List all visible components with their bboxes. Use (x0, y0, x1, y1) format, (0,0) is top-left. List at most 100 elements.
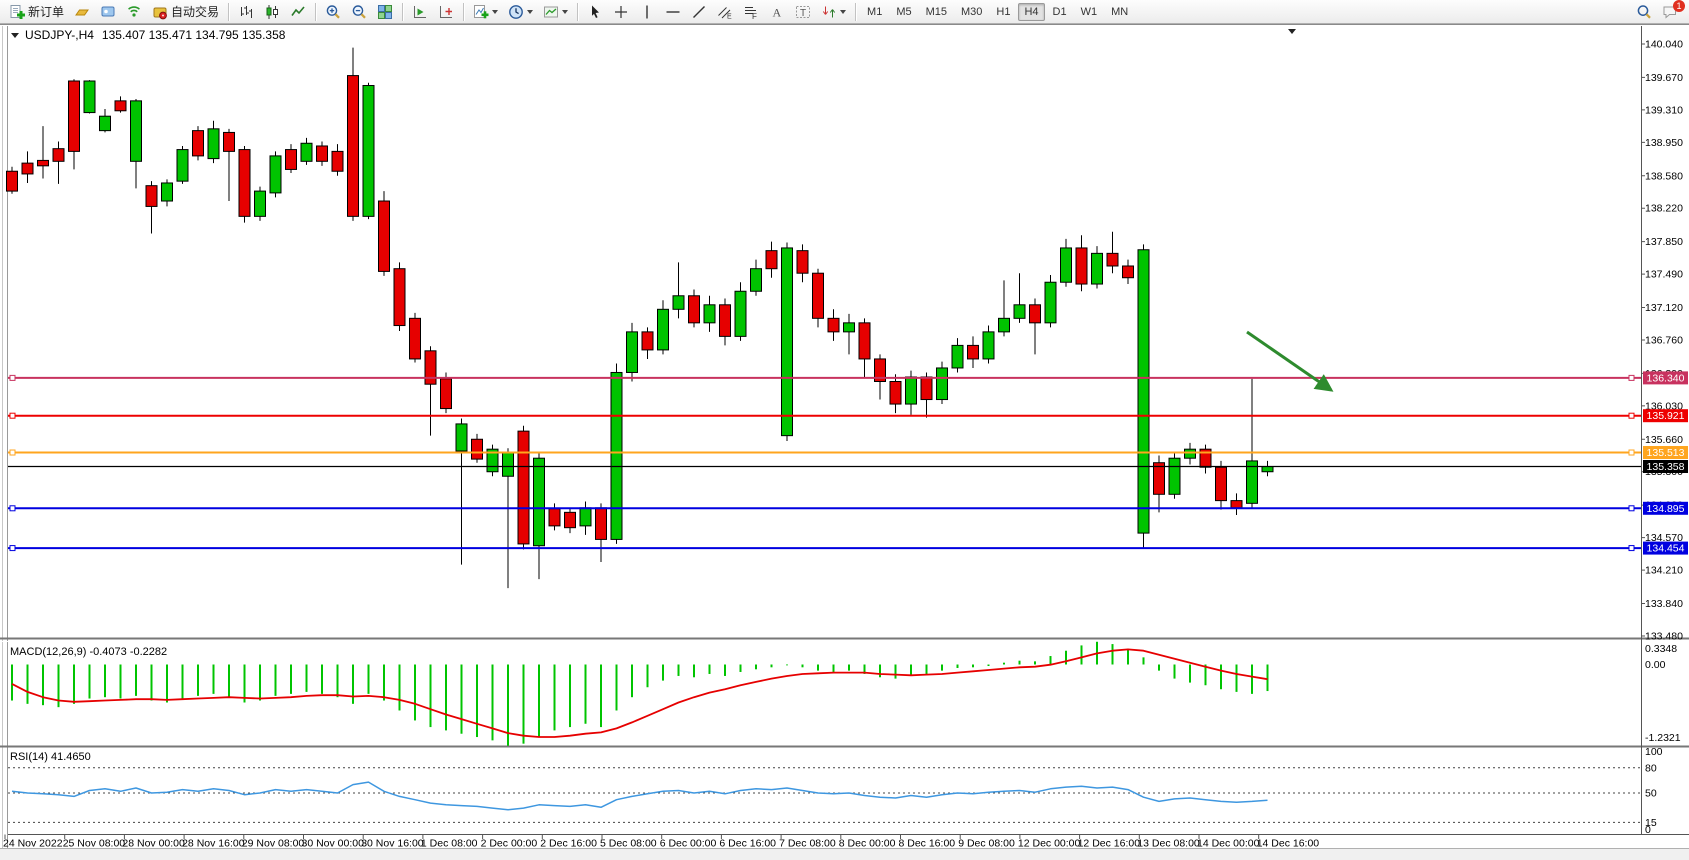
timeframe-M30-button[interactable]: M30 (961, 5, 983, 18)
price-axis[interactable]: 140.040 139.670 139.310 138.950 138.580 138.2… (1641, 39, 1683, 643)
candle-body-bear (192, 130, 204, 157)
chart-symbol-period: USDJPY-,H4 (25, 28, 94, 42)
toolbar-periods-button[interactable] (504, 1, 537, 23)
toolbar-tile-windows-button[interactable] (373, 1, 397, 23)
toolbar-zoom-in-button[interactable] (321, 1, 345, 23)
hline-anchor-right[interactable] (1628, 374, 1635, 381)
hline-price-label: 135.921 (1647, 410, 1685, 422)
arrow-annotation[interactable] (1246, 330, 1334, 392)
toolbar-auto-scroll-button[interactable] (408, 1, 432, 23)
timeframe-W1-button[interactable]: W1 (1080, 5, 1098, 18)
candle-body-bull (734, 290, 747, 337)
price-tick-label: 136.760 (1645, 334, 1683, 346)
candle-body-bull (579, 507, 592, 527)
toolbar-zoom-out-button[interactable] (347, 1, 371, 23)
toolbar-templates-button[interactable] (539, 1, 572, 23)
candle-body-bull (1137, 249, 1150, 534)
bid-price-label: 135.358 (1647, 461, 1685, 473)
hline-anchor-left[interactable] (9, 505, 16, 512)
candle-body-bear (1215, 466, 1227, 502)
status-bar (0, 848, 1689, 860)
candle-body-bull (905, 376, 917, 405)
horizontal-line-icon (665, 4, 681, 20)
new-order-label: 新订单 (28, 5, 65, 19)
price-tick-label: 138.950 (1645, 137, 1683, 149)
time-tick-label: 12 Dec 00:00 (1018, 838, 1081, 850)
chart-ohlc-values: 135.407 135.471 134.795 135.358 (101, 28, 286, 42)
toolbar-new-order-button[interactable]: 新订单 (5, 1, 68, 23)
bar-chart-icon (238, 4, 254, 20)
chart-title-bar[interactable]: USDJPY-,H4 135.407 135.471 134.795 135.3… (8, 28, 289, 42)
candle-body-bear (68, 80, 80, 152)
crosshair-icon (613, 4, 629, 20)
hline-anchor-left[interactable] (9, 545, 16, 552)
toolbar-text-button[interactable]: A (765, 1, 789, 23)
toolbar-horizontal-line-button[interactable] (661, 1, 685, 23)
hline-anchor-right[interactable] (1628, 505, 1635, 512)
toolbar-search-button[interactable] (1632, 1, 1656, 23)
candle-body-bull (533, 457, 545, 547)
toolbar-gold-button[interactable] (70, 1, 94, 23)
toolbar-line-chart-button[interactable] (286, 1, 310, 23)
rsi-panel[interactable]: 100 80 50 150 (8, 746, 1663, 836)
timeframe-D1-button[interactable]: D1 (1052, 5, 1067, 18)
toolbar-cursor-button[interactable] (583, 1, 607, 23)
time-tick-label: 9 Dec 08:00 (958, 838, 1015, 850)
indicators-dropdown-icon[interactable] (492, 9, 499, 14)
toolbar-trend-line-button[interactable] (687, 1, 711, 23)
hline-anchor-left[interactable] (9, 449, 16, 456)
rsi-axis-label: 50 (1645, 788, 1657, 800)
horizontal-line-136.340[interactable]: 136.340 (8, 371, 1688, 385)
periods-dropdown-icon[interactable] (527, 9, 534, 14)
hline-anchor-right[interactable] (1628, 412, 1635, 419)
timeframe-M1-button[interactable]: M1 (867, 5, 883, 18)
horizontal-line-135.921[interactable]: 135.921 (8, 409, 1688, 423)
toolbar-chat-button[interactable]: 1 (1658, 0, 1685, 23)
chart-window[interactable]: 140.040 139.670 139.310 138.950 138.580 138.2… (0, 24, 1689, 850)
toolbar-bar-chart-button[interactable] (234, 1, 258, 23)
macd-axis-label: 0.00 (1645, 659, 1666, 671)
timeframe-M5-button[interactable]: M5 (896, 5, 912, 18)
candle-body-bull (750, 268, 762, 292)
price-tick-label: 140.040 (1645, 39, 1683, 51)
price-shift-marker[interactable] (1288, 29, 1296, 34)
toolbar-market-watch-button[interactable] (96, 1, 120, 23)
toolbar-separator (463, 2, 465, 21)
time-tick-label: 14 Dec 00:00 (1197, 838, 1260, 850)
candle-body-bear (114, 100, 127, 112)
toolbar-chart-shift-button[interactable] (434, 1, 458, 23)
hline-anchor-right[interactable] (1628, 545, 1635, 552)
periods-icon (508, 4, 524, 20)
toolbar-candlestick-chart-button[interactable] (260, 1, 284, 23)
macd-panel[interactable]: 0.3348 0.00 -1.2321 (11, 641, 1681, 746)
chart-dropdown-icon[interactable] (11, 32, 19, 38)
horizontal-line-134.895[interactable]: 134.895 (8, 501, 1688, 515)
toolbar-text-label-button[interactable]: T (791, 1, 815, 23)
toolbar-indicators-button[interactable] (469, 1, 502, 23)
toolbar-arrows-button[interactable] (817, 1, 850, 23)
timeframe-H4-button[interactable]: H4 (1018, 2, 1045, 21)
timeframe-H1-button[interactable]: H1 (996, 5, 1011, 18)
toolbar-crosshair-button[interactable] (609, 1, 633, 23)
candle-body-bull (502, 452, 514, 477)
text-label-icon: T (795, 4, 811, 20)
toolbar-auto-trading-button[interactable]: 自动交易 (148, 1, 223, 23)
candle-body-bear (347, 75, 359, 217)
hline-anchor-right[interactable] (1628, 449, 1635, 456)
timeframe-M15-button[interactable]: M15 (925, 5, 947, 18)
candle-body-bear (6, 170, 18, 192)
toolbar-vertical-line-button[interactable] (635, 1, 659, 23)
toolbar-fibonacci-button[interactable]: F (739, 1, 763, 23)
arrows-dropdown-icon[interactable] (840, 9, 847, 14)
timeframe-MN-button[interactable]: MN (1111, 5, 1129, 18)
candle-body-bear (238, 149, 251, 217)
price-tick-label: 133.840 (1645, 598, 1683, 610)
horizontal-line-135.513[interactable]: 135.513 (8, 446, 1688, 460)
hline-anchor-left[interactable] (9, 374, 16, 381)
hline-anchor-left[interactable] (9, 412, 16, 419)
templates-dropdown-icon[interactable] (562, 9, 569, 14)
toolbar-equidistant-channel-button[interactable]: E (713, 1, 737, 23)
horizontal-line-134.454[interactable]: 134.454 (8, 541, 1688, 555)
toolbar-signal-button[interactable] (122, 1, 146, 23)
